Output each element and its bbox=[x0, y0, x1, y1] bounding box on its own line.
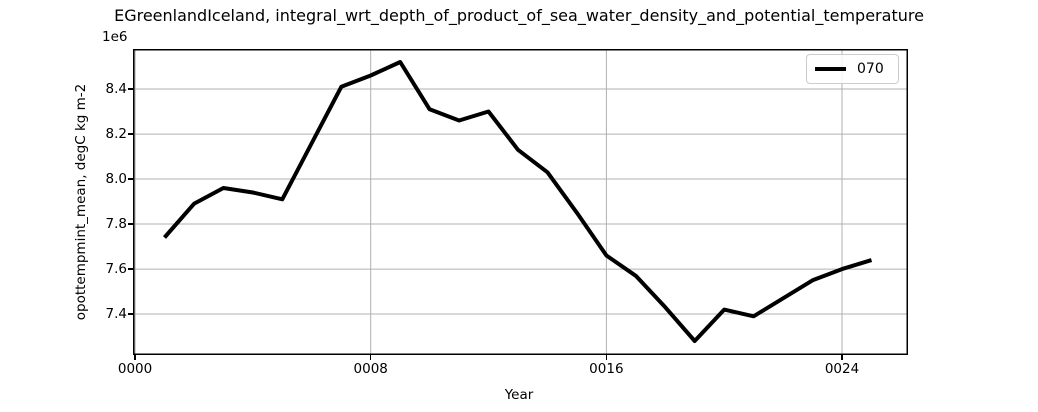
y-tick-mark bbox=[128, 268, 133, 270]
y-tick-label: 8.4 bbox=[105, 81, 127, 98]
x-tick-label: 0024 bbox=[824, 361, 860, 377]
y-tick-label: 8.0 bbox=[105, 171, 127, 188]
y-tick-mark bbox=[128, 88, 133, 90]
chart-title: EGreenlandIceland, integral_wrt_depth_of… bbox=[114, 6, 924, 25]
y-tick-mark bbox=[128, 133, 133, 135]
x-tick-label: 0008 bbox=[353, 361, 388, 377]
x-tick-mark bbox=[605, 355, 607, 360]
y-tick-label: 8.2 bbox=[105, 126, 127, 143]
y-tick-label: 7.4 bbox=[105, 306, 127, 323]
legend-series-label: 070 bbox=[857, 61, 884, 77]
x-tick-label: 0016 bbox=[589, 361, 624, 377]
y-axis-offset-label: 1e6 bbox=[102, 29, 128, 45]
x-tick-mark bbox=[370, 355, 372, 360]
data-line-070 bbox=[162, 60, 873, 343]
plot-canvas bbox=[133, 49, 908, 355]
legend: 070 bbox=[806, 54, 899, 84]
plot-area bbox=[133, 49, 908, 355]
y-tick-mark bbox=[128, 313, 133, 315]
y-tick-mark bbox=[128, 223, 133, 225]
x-axis-label: Year bbox=[504, 387, 534, 403]
y-axis-label: opottempmint_mean, degC kg m-2 bbox=[73, 83, 89, 321]
x-tick-mark bbox=[134, 355, 136, 360]
y-tick-mark bbox=[128, 178, 133, 180]
axes-frame bbox=[133, 49, 908, 355]
y-tick-label: 7.8 bbox=[105, 216, 127, 233]
x-tick-mark bbox=[841, 355, 843, 360]
legend-line-swatch-icon bbox=[815, 67, 846, 71]
y-tick-label: 7.6 bbox=[105, 261, 127, 278]
x-tick-label: 0000 bbox=[117, 361, 153, 377]
